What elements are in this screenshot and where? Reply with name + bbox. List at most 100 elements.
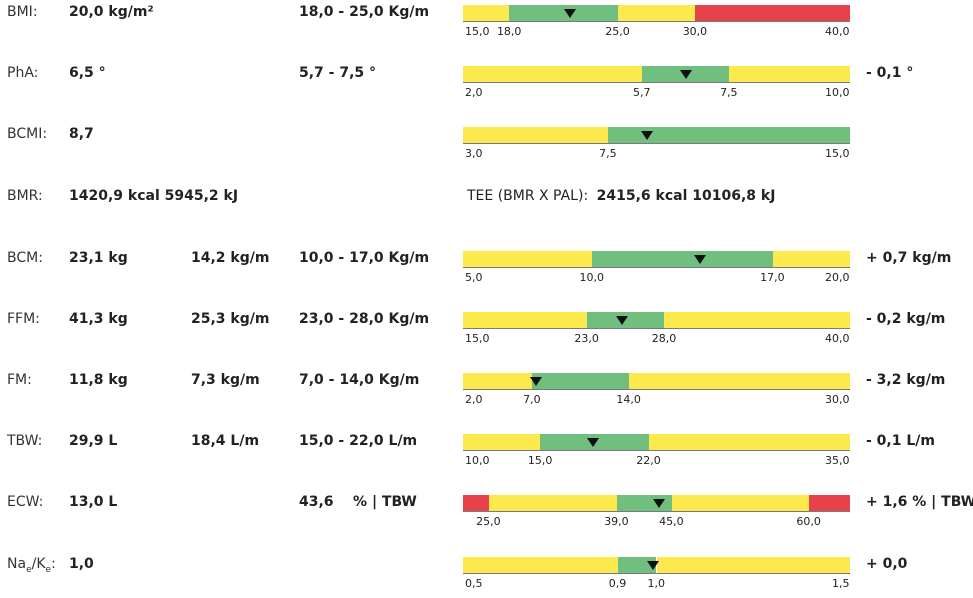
scale-ticks-bcm: 5,0 10,0 17,0 20,0	[463, 271, 850, 287]
range-ffm: 23,0 - 28,0 Kg/m	[299, 311, 430, 327]
scale-ticks-tbw: 10,0 15,0 22,0 35,0	[463, 454, 850, 470]
scale-tick-label: 5,0	[465, 271, 483, 284]
scale-tick-label: 30,0	[825, 393, 850, 406]
scale-tick-label: 14,0	[616, 393, 641, 406]
scale-bar-ecw	[463, 495, 850, 512]
scale-segment	[729, 66, 850, 82]
scale-ticks-pha: 2,0 5,7 7,5 10,0	[463, 86, 850, 102]
scale-bar-ffm	[463, 312, 850, 329]
value-bcmi: 8,7	[69, 126, 94, 142]
tee: TEE (BMR X PAL): 2415,6 kcal 10106,8 kJ	[467, 186, 775, 206]
scale-tick-label: 0,5	[465, 577, 483, 590]
value-marker-icon	[530, 377, 543, 386]
scale-tick-label: 60,0	[796, 515, 821, 528]
row-tbw: TBW: 29,9 L 18,4 L/m 15,0 - 22,0 L/m 10,…	[0, 431, 973, 471]
scale-segment	[463, 251, 592, 267]
value-na-k: 1,0	[69, 556, 94, 572]
label-ecw: ECW:	[7, 494, 44, 510]
scale-tick-label: 15,0	[527, 454, 553, 467]
scale-segment	[509, 5, 618, 21]
scale-bar-na-k	[463, 557, 850, 574]
row-pha: PhA: 6,5 ° 5,7 - 7,5 ° 2,0 5,7 7,5 10,0 - 0…	[0, 63, 973, 103]
range-ecw: 43,6 % | TBW	[299, 494, 417, 510]
scale-tick-label: 45,0	[659, 515, 684, 528]
row-na-k: Nae/Ke: 1,0 0,5 0,9 1,0 1,5 + 0,0	[0, 554, 973, 594]
scale-segment	[463, 127, 609, 143]
scale-bar-pha	[463, 66, 850, 83]
row-ffm: FFM: 41,3 kg 25,3 kg/m 23,0 - 28,0 Kg/m …	[0, 309, 973, 349]
index-tbw: 18,4 L/m	[191, 433, 260, 449]
index-bcm: 14,2 kg/m	[191, 250, 270, 266]
scale-segment	[608, 127, 850, 143]
label-bcmi: BCMI:	[7, 126, 48, 142]
deviation-ffm: - 0,2 kg/m	[866, 311, 946, 327]
scale-tick-label: 7,5	[599, 147, 617, 160]
label-bmi: BMI:	[7, 4, 38, 20]
scale-bar-fm	[463, 373, 850, 390]
value-ffm: 41,3 kg	[69, 311, 128, 327]
value-marker-icon	[587, 438, 600, 447]
scale-segment	[463, 557, 618, 573]
scale-segment	[592, 251, 773, 267]
value-marker-icon	[616, 316, 629, 325]
range-pha: 5,7 - 7,5 °	[299, 65, 377, 81]
value-pha: 6,5 °	[69, 65, 106, 81]
scale-tick-label: 40,0	[825, 25, 850, 38]
row-ecw: ECW: 13,0 L 43,6 % | TBW 25,0 39,0 45,0 60,…	[0, 492, 973, 532]
scale-tick-label: 1,0	[647, 577, 666, 590]
row-fm: FM: 11,8 kg 7,3 kg/m 7,0 - 14,0 Kg/m 2,0…	[0, 370, 973, 410]
scale-tick-label: 25,0	[476, 515, 501, 528]
scale-segment	[664, 312, 850, 328]
scale-tick-label: 25,0	[605, 25, 630, 38]
scale-bar-bmi	[463, 5, 850, 22]
index-fm: 7,3 kg/m	[191, 372, 260, 388]
label-na-k: Nae/Ke:	[7, 556, 56, 575]
scale-segment	[656, 557, 850, 573]
deviation-fm: - 3,2 kg/m	[866, 372, 946, 388]
label-pha: PhA:	[7, 65, 39, 81]
deviation-tbw: - 0,1 L/m	[866, 433, 935, 449]
scale-bar-tbw	[463, 434, 850, 451]
range-tbw: 15,0 - 22,0 L/m	[299, 433, 418, 449]
scale-segment	[463, 373, 533, 389]
scale-tick-label: 10,0	[825, 86, 850, 99]
scale-tick-label: 10,0	[465, 454, 490, 467]
scale-tick-label: 15,0	[465, 25, 490, 38]
scale-segment	[695, 5, 850, 21]
scale-segment	[463, 495, 489, 511]
scale-tick-label: 15,0	[465, 332, 490, 345]
scale-tick-label: 2,0	[465, 86, 483, 99]
scale-tick-label: 28,0	[651, 332, 677, 345]
scale-tick-label: 23,0	[574, 332, 599, 345]
scale-tick-label: 17,0	[760, 271, 785, 284]
value-marker-icon	[640, 131, 653, 140]
scale-tick-label: 30,0	[682, 25, 708, 38]
label-tee: TEE (BMR X PAL):	[467, 188, 589, 204]
row-bmr: BMR: 1420,9 kcal 5945,2 kJ TEE (BMR X PA…	[0, 186, 973, 226]
value-bcm: 23,1 kg	[69, 250, 128, 266]
scale-segment	[628, 373, 850, 389]
scale-tick-label: 5,7	[632, 86, 651, 99]
row-bcmi: BCMI: 8,7 3,0 7,5 15,0	[0, 124, 973, 164]
deviation-pha: - 0,1 °	[866, 65, 914, 81]
scale-segment	[488, 495, 617, 511]
value-marker-icon	[563, 9, 576, 18]
scale-segment	[532, 373, 629, 389]
deviation-na-k: + 0,0	[866, 556, 908, 572]
label-fm: FM:	[7, 372, 32, 388]
label-bmr: BMR:	[7, 188, 43, 204]
scale-segment	[772, 251, 850, 267]
value-marker-icon	[679, 70, 692, 79]
deviation-ecw: + 1,6 % | TBW	[866, 494, 973, 510]
value-fm: 11,8 kg	[69, 372, 128, 388]
scale-tick-label: 18,0	[496, 25, 522, 38]
scale-segment	[671, 495, 809, 511]
value-bmi: 20,0 kg/m²	[69, 4, 154, 20]
scale-ticks-bmi: 15,0 18,0 25,0 30,0 40,0	[463, 25, 850, 41]
index-ffm: 25,3 kg/m	[191, 311, 270, 327]
scale-tick-label: 10,0	[579, 271, 605, 284]
scale-tick-label: 3,0	[465, 147, 483, 160]
value-tee: 2415,6 kcal 10106,8 kJ	[596, 188, 776, 204]
scale-ticks-ffm: 15,0 23,0 28,0 40,0	[463, 332, 850, 348]
scale-segment	[463, 434, 541, 450]
